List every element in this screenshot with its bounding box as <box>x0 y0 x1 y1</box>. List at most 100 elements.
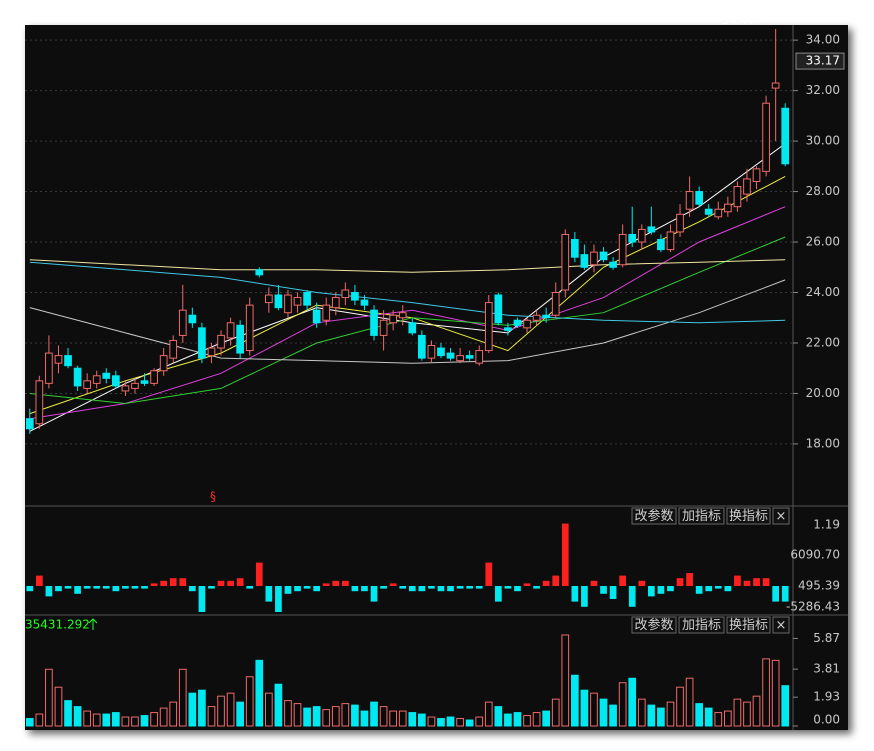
candle-body <box>73 367 82 387</box>
toolbar-button[interactable]: 加指标 <box>678 507 725 525</box>
volume-bar <box>379 706 388 727</box>
candle-body <box>733 186 742 208</box>
indicator-bar <box>370 586 378 602</box>
candle-body <box>551 292 560 316</box>
toolbar-button[interactable]: 改参数 <box>631 507 677 525</box>
indicator-bar <box>447 586 454 592</box>
volume-bar <box>484 701 493 727</box>
volume-bar <box>752 695 761 727</box>
candle-body <box>159 355 168 372</box>
volume-bar <box>207 706 216 727</box>
button-frame <box>678 507 725 525</box>
volume-bar <box>542 710 551 727</box>
y-tick-label: 24.00 <box>806 285 840 299</box>
volume-bar <box>389 710 398 727</box>
toolbar-button[interactable]: 换指标 <box>726 507 771 525</box>
candle-body <box>25 418 34 430</box>
volume-bar <box>102 713 111 727</box>
toolbar-button[interactable]: 换指标 <box>726 616 771 634</box>
volume-bar <box>198 689 206 727</box>
toolbar-button[interactable]: 加指标 <box>678 616 725 634</box>
indicator-bar <box>657 586 665 594</box>
high-label: 34.44 <box>722 14 754 27</box>
volume-bar <box>628 677 637 727</box>
candle-body <box>647 226 656 233</box>
indicator-bar <box>332 580 340 586</box>
y-tick-label: 28.00 <box>806 184 840 198</box>
volume-bar <box>590 692 598 727</box>
y-tick-label: 5.87 <box>813 631 840 645</box>
moving-average <box>29 259 786 273</box>
indicator-bar <box>313 586 321 592</box>
volume-bar <box>551 698 560 727</box>
indicator-bar <box>772 586 780 602</box>
candle-body <box>83 380 92 389</box>
indicator-bar <box>303 586 311 589</box>
volume-bar <box>245 676 254 727</box>
indicator-bar <box>561 523 569 586</box>
button-label: × <box>776 509 787 524</box>
indicator-bar <box>217 580 225 586</box>
volume-bar <box>743 701 751 727</box>
volume-bar <box>64 700 72 727</box>
last-price-box <box>795 52 845 70</box>
candle-body <box>389 314 398 324</box>
toolbar-button[interactable]: 改参数 <box>631 616 677 634</box>
candle-body <box>685 191 694 210</box>
candle-body <box>188 314 197 324</box>
toolbar-button[interactable]: × <box>772 616 790 634</box>
y-tick-label: 26.00 <box>806 235 840 249</box>
indicator-bar <box>437 586 445 592</box>
indicator-bar <box>188 586 196 592</box>
indicator-bar <box>475 586 483 589</box>
indicator-bar <box>64 586 72 589</box>
indicator-bar <box>552 575 560 586</box>
candle-body <box>150 370 158 384</box>
indicator-bar <box>590 580 598 586</box>
candle-body <box>570 239 579 258</box>
background <box>25 25 848 730</box>
candle-body <box>599 251 608 261</box>
candle-body <box>264 294 273 304</box>
indicator-bar <box>667 586 674 592</box>
volume-bar <box>188 692 197 727</box>
volume-bar <box>264 692 273 727</box>
toolbar-button[interactable]: × <box>772 507 790 525</box>
candle-body <box>360 299 369 306</box>
volume-bar <box>771 659 780 727</box>
candle-body <box>723 203 732 213</box>
candle-body <box>456 355 464 362</box>
volume-header: 35431.292 <box>25 618 90 632</box>
candle-body <box>714 208 723 218</box>
y-tick-label: 22.00 <box>806 335 840 349</box>
indicator-bar <box>466 586 474 589</box>
candle-body <box>475 350 484 364</box>
volume-bar <box>45 668 53 727</box>
indicator-bar <box>255 562 263 586</box>
candle-body <box>284 294 292 314</box>
indicator-bar <box>609 586 617 599</box>
candle-body <box>580 254 589 268</box>
volume-bar <box>370 701 378 727</box>
candle-body <box>523 319 531 329</box>
volume-bar <box>781 685 790 727</box>
indicator-bar <box>753 578 760 586</box>
volume-bar <box>25 718 34 727</box>
volume-bar <box>417 713 426 727</box>
button-label: × <box>776 618 787 633</box>
volume-bar <box>513 712 522 727</box>
indicator-bar <box>26 586 34 592</box>
indicator-bar <box>351 586 359 592</box>
indicator-bar <box>408 586 416 592</box>
candle-body <box>111 375 120 387</box>
button-frame <box>631 616 677 634</box>
candle-body <box>743 178 751 195</box>
button-label: 加指标 <box>682 618 721 633</box>
indicator-bar <box>781 586 789 602</box>
volume-bar <box>446 716 455 727</box>
indicator-bar <box>122 586 129 589</box>
volume-bar <box>73 706 82 727</box>
candle-body <box>637 228 646 243</box>
volume-bar <box>437 718 445 727</box>
